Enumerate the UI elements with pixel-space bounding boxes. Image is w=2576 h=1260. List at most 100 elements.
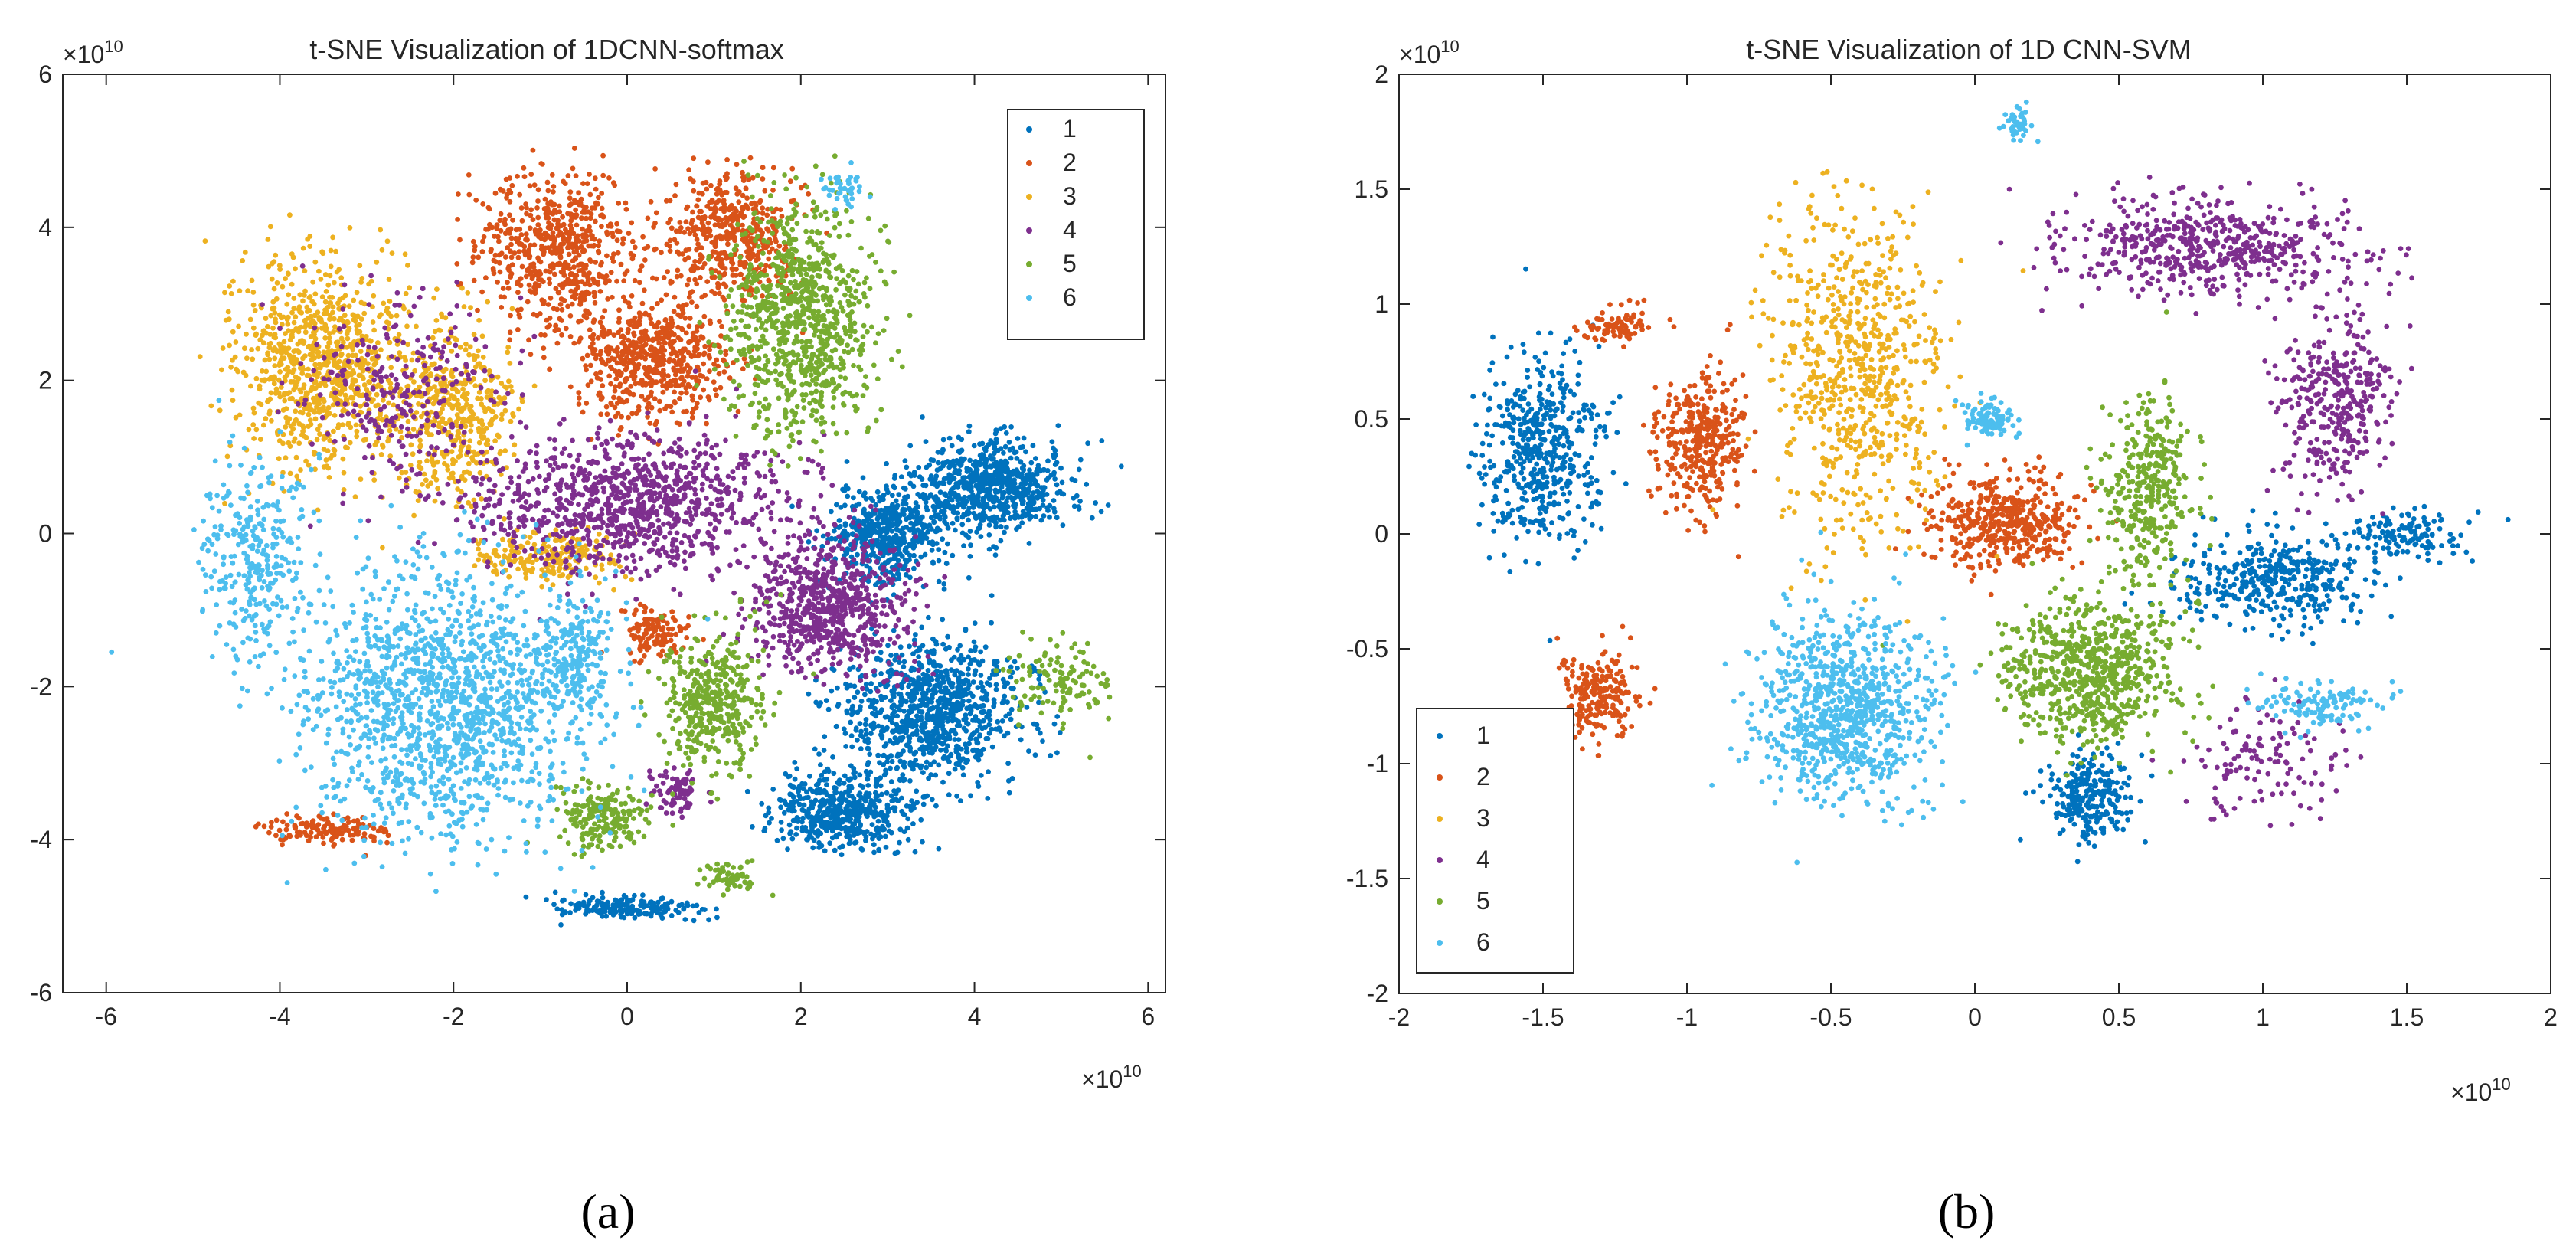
scatter-point: [294, 473, 300, 479]
scatter-point: [665, 620, 670, 627]
scatter-point: [816, 703, 822, 709]
scatter-point: [590, 351, 596, 357]
scatter-point: [925, 673, 930, 679]
scatter-point: [868, 803, 874, 809]
scatter-point: [714, 906, 719, 912]
scatter-point: [975, 685, 981, 690]
scatter-point: [992, 552, 999, 558]
scatter-point: [943, 499, 949, 505]
scatter-point: [722, 266, 728, 271]
scatter-point: [963, 627, 969, 632]
scatter-point: [946, 676, 951, 682]
scatter-point: [978, 773, 984, 778]
scatter-point: [1008, 716, 1014, 722]
scatter-point: [244, 331, 249, 337]
scatter-point: [907, 480, 914, 486]
scatter-point: [712, 242, 718, 248]
scatter-point: [731, 280, 737, 285]
scatter-point: [526, 282, 532, 288]
scatter-point: [555, 290, 561, 296]
scatter-point: [1054, 714, 1061, 719]
scatter-point: [721, 297, 727, 303]
scatter-point: [885, 643, 891, 649]
scatter-point: [884, 806, 891, 812]
scatter-point: [1033, 513, 1039, 519]
scatter-point: [1014, 526, 1019, 532]
scatter-point: [743, 186, 749, 192]
scatter-point: [822, 848, 828, 854]
scatter-point: [851, 495, 856, 501]
scatter-point: [1076, 506, 1082, 512]
scatter-point: [507, 198, 513, 205]
scatter-point: [672, 294, 678, 300]
scatter-point: [554, 248, 559, 254]
scatter-point: [681, 355, 687, 361]
scatter-point: [906, 683, 911, 689]
scatter-point: [686, 339, 691, 345]
scatter-point: [776, 797, 783, 803]
scatter-point: [1005, 778, 1012, 784]
scatter-point: [889, 758, 895, 764]
y-exponent-a: ×1010: [63, 37, 123, 68]
scatter-point: [548, 295, 554, 301]
scatter-point: [310, 818, 316, 823]
scatter-point: [683, 219, 689, 225]
scatter-point: [966, 429, 972, 435]
scatter-point: [704, 376, 710, 382]
scatter-point: [1003, 713, 1009, 719]
scatter-point: [250, 405, 257, 411]
scatter-point: [540, 246, 546, 251]
scatter-point: [940, 536, 945, 542]
scatter-point: [827, 840, 833, 846]
scatter-point: [632, 633, 638, 640]
scatter-point: [966, 666, 971, 672]
scatter-point: [993, 686, 999, 692]
scatter-point: [321, 816, 327, 822]
scatter-point: [868, 533, 873, 538]
scatter-point: [745, 205, 751, 211]
scatter-point: [926, 708, 932, 713]
scatter-point: [858, 746, 864, 751]
scatter-point: [470, 238, 476, 244]
scatter-point: [1024, 505, 1030, 511]
scatter-point: [770, 787, 776, 792]
scatter-point: [675, 324, 681, 330]
scatter-point: [917, 737, 922, 743]
scatter-point: [615, 250, 621, 256]
scatter-point: [559, 332, 564, 338]
scatter-point: [527, 254, 533, 259]
scatter-point: [884, 461, 889, 466]
scatter-point: [637, 267, 643, 273]
scatter-point: [971, 730, 977, 736]
scatter-point: [951, 654, 957, 660]
scatter-point: [789, 836, 796, 842]
scatter-point: [567, 334, 574, 339]
scatter-point: [723, 215, 729, 221]
scatter-point: [904, 464, 910, 470]
scatter-point: [631, 343, 636, 349]
scatter-point: [907, 543, 913, 548]
scatter-point: [682, 229, 687, 235]
scatter-point: [740, 175, 746, 181]
scatter-point: [618, 261, 624, 267]
scatter-point: [632, 611, 637, 617]
scatter-point: [571, 146, 577, 151]
scatter-point: [717, 290, 722, 296]
scatter-point: [389, 250, 395, 256]
scatter-point: [695, 197, 701, 203]
scatter-point: [576, 905, 582, 911]
scatter-point: [559, 306, 565, 313]
scatter-point: [678, 390, 684, 396]
scatter-point: [605, 357, 611, 363]
scatter-point: [694, 237, 700, 242]
scatter-point: [780, 836, 786, 842]
scatter-point: [982, 447, 989, 453]
scatter-point: [961, 504, 966, 510]
scatter-point: [804, 789, 809, 795]
scatter-point: [706, 917, 711, 923]
scatter-point: [1024, 472, 1030, 478]
scatter-point: [621, 915, 627, 921]
scatter-point: [885, 669, 891, 675]
scatter-point: [991, 703, 997, 709]
scatter-point: [329, 830, 335, 836]
